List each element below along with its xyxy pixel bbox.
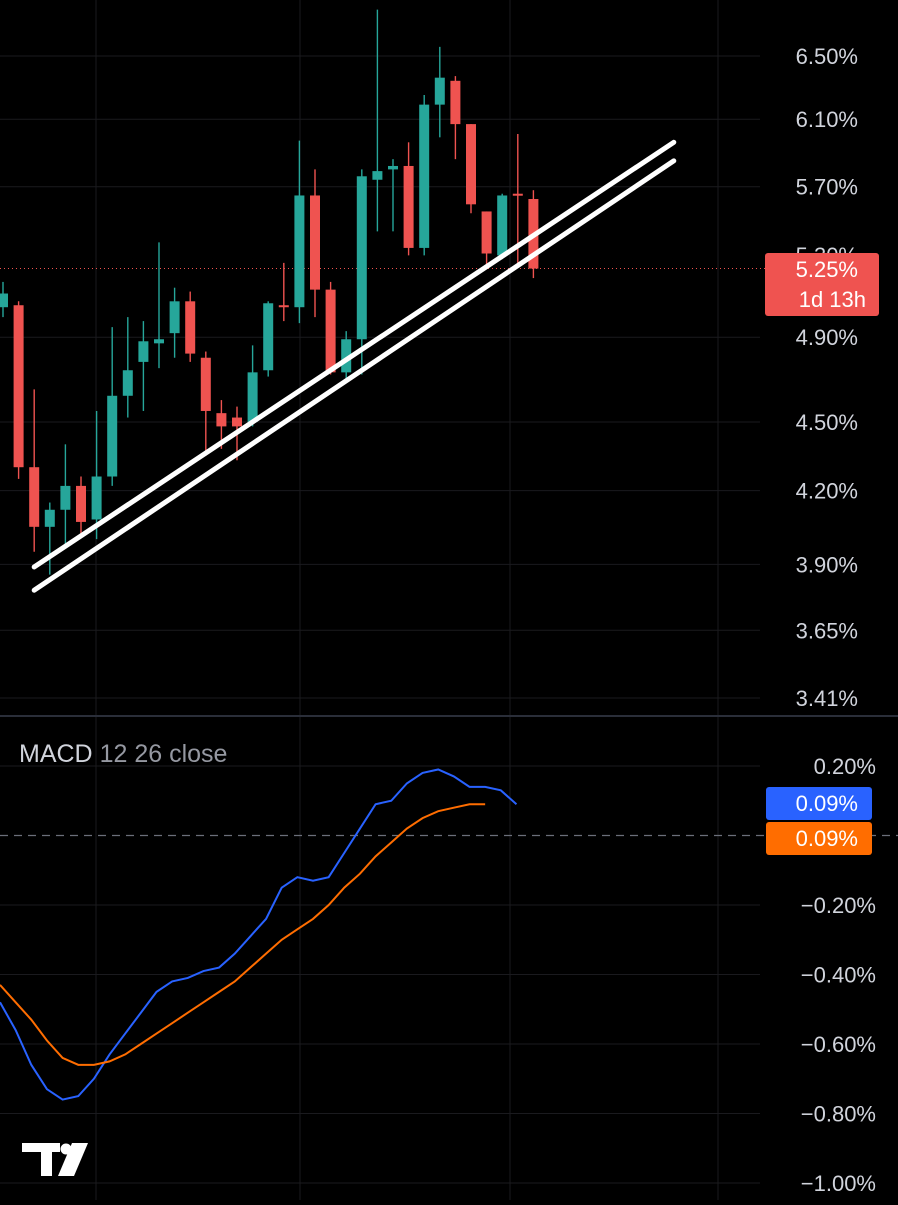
price-axis-label: 4.50% bbox=[796, 410, 858, 435]
signal-line bbox=[0, 803, 486, 1066]
candle-up bbox=[356, 176, 367, 340]
macd-value-badge bbox=[766, 787, 872, 820]
macd-axis-label: −0.80% bbox=[801, 1102, 876, 1127]
candle-down bbox=[278, 305, 289, 308]
candle-up bbox=[154, 339, 164, 344]
macd-legend-name: MACD bbox=[19, 740, 100, 768]
candle-up bbox=[419, 104, 430, 248]
candle-down bbox=[310, 195, 320, 290]
logo-stem bbox=[41, 1143, 52, 1176]
candle-down bbox=[200, 357, 211, 411]
candle-up bbox=[107, 395, 118, 477]
signal-value-badge bbox=[766, 822, 872, 855]
candle-up bbox=[44, 509, 55, 527]
last-price-badge bbox=[765, 253, 879, 316]
candle-up bbox=[294, 195, 305, 308]
candle-up bbox=[497, 195, 508, 256]
candle-down bbox=[403, 165, 414, 248]
candle-down bbox=[216, 413, 227, 427]
candle-up bbox=[434, 77, 445, 105]
macd-axis-label: −1.00% bbox=[801, 1171, 876, 1196]
macd-pane bbox=[0, 768, 898, 1101]
overlay-layer: MACD 12 26 close TV bbox=[19, 740, 227, 1176]
last-price-countdown: 1d 13h bbox=[799, 287, 866, 312]
candle-up bbox=[372, 171, 383, 180]
candle-up bbox=[388, 165, 398, 170]
macd-axis: 0.20% −0.20% −0.40% −0.60% −0.80% −1.00% 0.09%… bbox=[766, 754, 876, 1196]
trendline bbox=[31, 158, 677, 593]
macd-axis-label: −0.20% bbox=[801, 893, 876, 918]
candle-down bbox=[481, 211, 492, 254]
macd-legend: MACD 12 26 close bbox=[19, 740, 227, 768]
candle-up bbox=[263, 303, 274, 371]
macd-axis-label: 0.20% bbox=[814, 754, 876, 779]
candle-up bbox=[247, 372, 258, 422]
candle-up bbox=[169, 301, 180, 334]
candle-up bbox=[0, 293, 8, 308]
candle-down bbox=[450, 80, 461, 125]
candle-down bbox=[512, 193, 523, 196]
candle-down bbox=[185, 301, 196, 354]
candle-up bbox=[138, 341, 149, 362]
price-axis-label: 3.90% bbox=[796, 552, 858, 577]
price-axis-label: 4.90% bbox=[796, 325, 858, 350]
price-axis-label: 3.41% bbox=[796, 686, 858, 711]
macd-axis-label: −0.40% bbox=[801, 963, 876, 988]
candle-down bbox=[76, 485, 86, 522]
candle-up bbox=[91, 476, 102, 520]
macd-axis-label: −0.60% bbox=[801, 1032, 876, 1057]
candle-down bbox=[232, 417, 242, 427]
candle-up bbox=[60, 485, 71, 510]
price-pane bbox=[0, 9, 765, 593]
price-axis: 6.50% 6.10% 5.70% 4.90% 4.50% 4.20% 3.90% 3.65%… bbox=[765, 44, 879, 711]
macd-value-text: 0.09% bbox=[796, 791, 858, 816]
signal-value-text: 0.09% bbox=[796, 826, 858, 851]
price-axis-label: 6.10% bbox=[796, 107, 858, 132]
macd-legend-params: 12 26 close bbox=[100, 740, 228, 768]
price-axis-label: 3.65% bbox=[796, 618, 858, 643]
tradingview-logo: TV bbox=[22, 1143, 88, 1176]
candle-down bbox=[13, 305, 24, 468]
candle-down bbox=[325, 289, 336, 373]
logo-slash bbox=[58, 1143, 88, 1176]
candle-down bbox=[466, 124, 476, 205]
macd-line bbox=[0, 768, 518, 1101]
price-axis-label: 4.20% bbox=[796, 479, 858, 504]
trendline bbox=[31, 139, 677, 570]
candle-down bbox=[29, 467, 40, 527]
last-price-value: 5.25% bbox=[796, 257, 858, 282]
price-axis-label: 5.70% bbox=[796, 175, 858, 200]
candle-up bbox=[122, 370, 133, 396]
price-axis-label: 6.50% bbox=[796, 44, 858, 69]
candle-up bbox=[341, 339, 352, 373]
